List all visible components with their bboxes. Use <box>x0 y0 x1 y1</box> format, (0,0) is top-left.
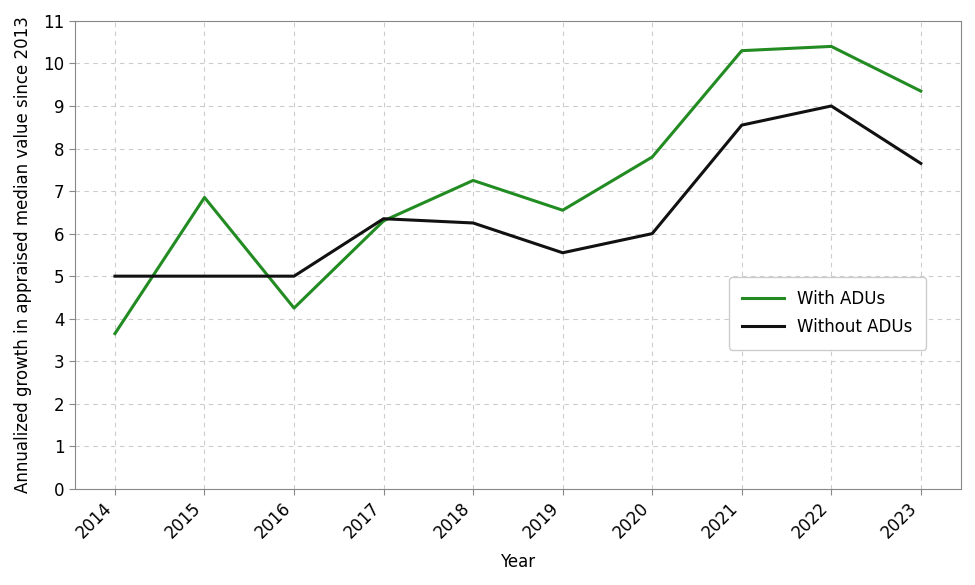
X-axis label: Year: Year <box>500 553 535 571</box>
Without ADUs <box>736 122 748 129</box>
With ADUs <box>826 43 838 50</box>
Line: Without ADUs: Without ADUs <box>115 106 920 276</box>
With ADUs <box>557 207 568 214</box>
With ADUs <box>377 218 389 225</box>
Without ADUs <box>289 273 300 280</box>
Without ADUs <box>467 219 479 226</box>
Without ADUs <box>199 273 211 280</box>
Without ADUs <box>826 102 838 109</box>
Line: With ADUs: With ADUs <box>115 46 920 333</box>
Legend: With ADUs, Without ADUs: With ADUs, Without ADUs <box>729 277 926 349</box>
With ADUs <box>109 330 121 337</box>
Without ADUs <box>557 249 568 256</box>
With ADUs <box>736 47 748 54</box>
With ADUs <box>646 153 658 160</box>
Y-axis label: Annualized growth in appraised median value since 2013: Annualized growth in appraised median va… <box>14 16 32 493</box>
With ADUs <box>915 88 926 95</box>
With ADUs <box>199 194 211 201</box>
With ADUs <box>289 305 300 312</box>
Without ADUs <box>646 230 658 237</box>
Without ADUs <box>377 215 389 222</box>
Without ADUs <box>109 273 121 280</box>
Without ADUs <box>915 160 926 167</box>
With ADUs <box>467 177 479 184</box>
